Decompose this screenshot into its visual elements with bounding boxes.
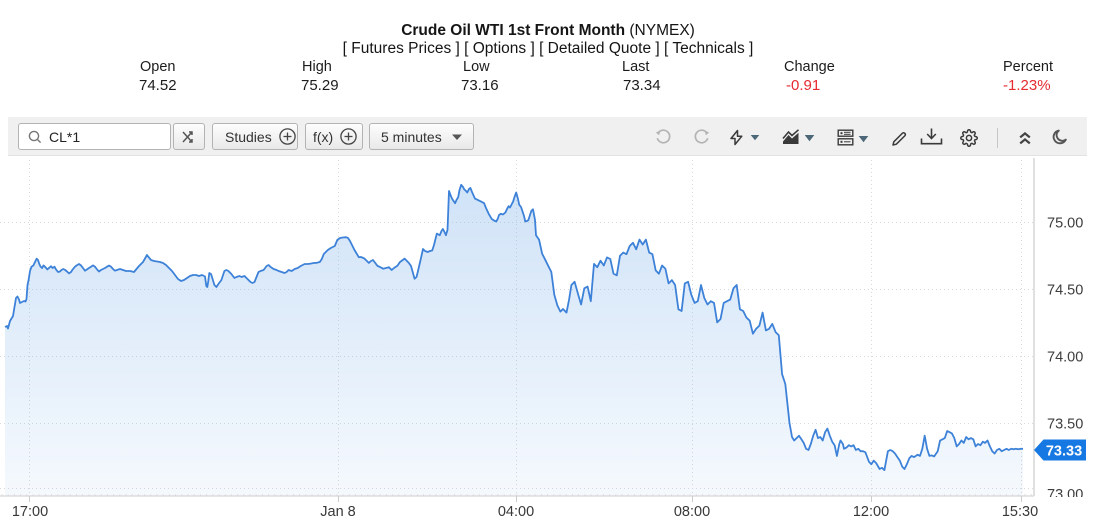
svg-text:04:00: 04:00: [498, 504, 534, 520]
svg-text:08:00: 08:00: [674, 504, 710, 520]
svg-text:74.00: 74.00: [1047, 350, 1083, 366]
svg-text:74.50: 74.50: [1047, 283, 1083, 299]
svg-text:Jan 8: Jan 8: [320, 504, 355, 520]
svg-text:75.00: 75.00: [1047, 216, 1083, 232]
svg-text:73.33: 73.33: [1046, 443, 1082, 459]
svg-text:15:30: 15:30: [1002, 504, 1038, 520]
svg-text:73.50: 73.50: [1047, 417, 1083, 433]
svg-text:17:00: 17:00: [12, 504, 48, 520]
svg-text:12:00: 12:00: [853, 504, 889, 520]
